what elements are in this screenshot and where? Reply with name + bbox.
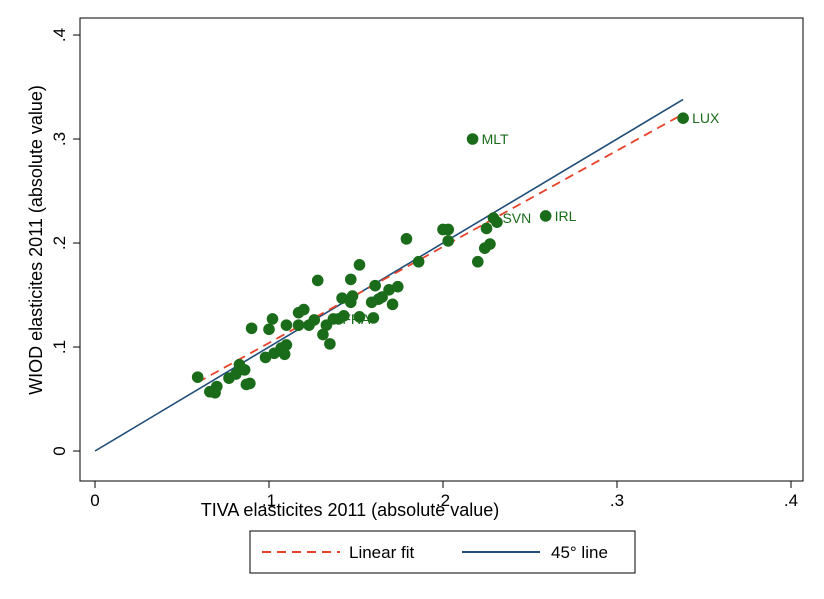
data-point [386, 298, 399, 311]
data-point [677, 112, 689, 124]
x-axis-title: TIVA elasticites 2011 (absolute value) [201, 500, 500, 520]
data-point [238, 364, 251, 376]
data-point [317, 328, 329, 341]
data-point [353, 259, 366, 271]
data-point [280, 319, 293, 331]
data-point [266, 313, 279, 325]
data-point [472, 255, 484, 268]
data-point [230, 368, 242, 380]
data-point [344, 273, 357, 286]
data-point [259, 351, 272, 364]
point-label-fra: FRA [342, 311, 371, 327]
data-point [346, 290, 359, 302]
linear-fit-line [197, 113, 684, 384]
x-tick-label: .1 [262, 491, 276, 510]
data-point [391, 280, 404, 293]
y-tick-label: .1 [50, 340, 69, 354]
data-point [466, 133, 479, 145]
legend-45-line-label: 45° line [551, 543, 608, 562]
plot-area [79, 17, 804, 482]
point-label-mlt: MLT [482, 131, 509, 147]
data-point [353, 311, 366, 323]
data-point [383, 284, 395, 296]
data-point [491, 216, 503, 228]
point-label-irl: IRL [555, 208, 577, 224]
data-point [311, 274, 324, 287]
data-point [442, 223, 455, 236]
data-point [245, 322, 258, 335]
data-point [442, 235, 455, 247]
data-point [263, 323, 275, 336]
y-axis-title: WIOD elasticites 2011 (absolute value) [26, 85, 46, 395]
data-point [367, 312, 380, 324]
x-tick-label: 0 [90, 491, 99, 510]
legend-box [249, 530, 636, 574]
data-point [191, 371, 204, 383]
x-tick-label: .4 [784, 491, 798, 510]
legend-linear-fit-label: Linear fit [349, 543, 414, 562]
data-point [278, 348, 291, 361]
data-point [400, 233, 413, 245]
y-tick-label: 0 [50, 446, 69, 455]
data-point [298, 303, 310, 316]
data-point [280, 339, 293, 351]
point-label-lux: LUX [692, 110, 720, 126]
data-point [539, 210, 552, 222]
y-tick-label: .2 [50, 236, 69, 250]
data-point [369, 279, 381, 292]
data-point [244, 377, 256, 390]
y-tick-label: .3 [50, 132, 69, 146]
x-tick-label: .3 [610, 491, 624, 510]
x-tick-label: .2 [436, 491, 450, 510]
data-point [211, 380, 223, 393]
data-point [412, 255, 425, 268]
data-point [308, 314, 321, 326]
data-point [324, 338, 336, 350]
data-point [376, 291, 388, 303]
data-point [336, 292, 348, 304]
data-point [338, 310, 350, 322]
data-point [292, 319, 305, 331]
line-45-degree [94, 98, 684, 452]
data-point [480, 222, 493, 235]
point-label-svn: SVN [502, 210, 531, 226]
legend: Linear fit 45° line [249, 530, 636, 574]
data-point [484, 238, 496, 250]
y-tick-label: .4 [50, 28, 69, 42]
